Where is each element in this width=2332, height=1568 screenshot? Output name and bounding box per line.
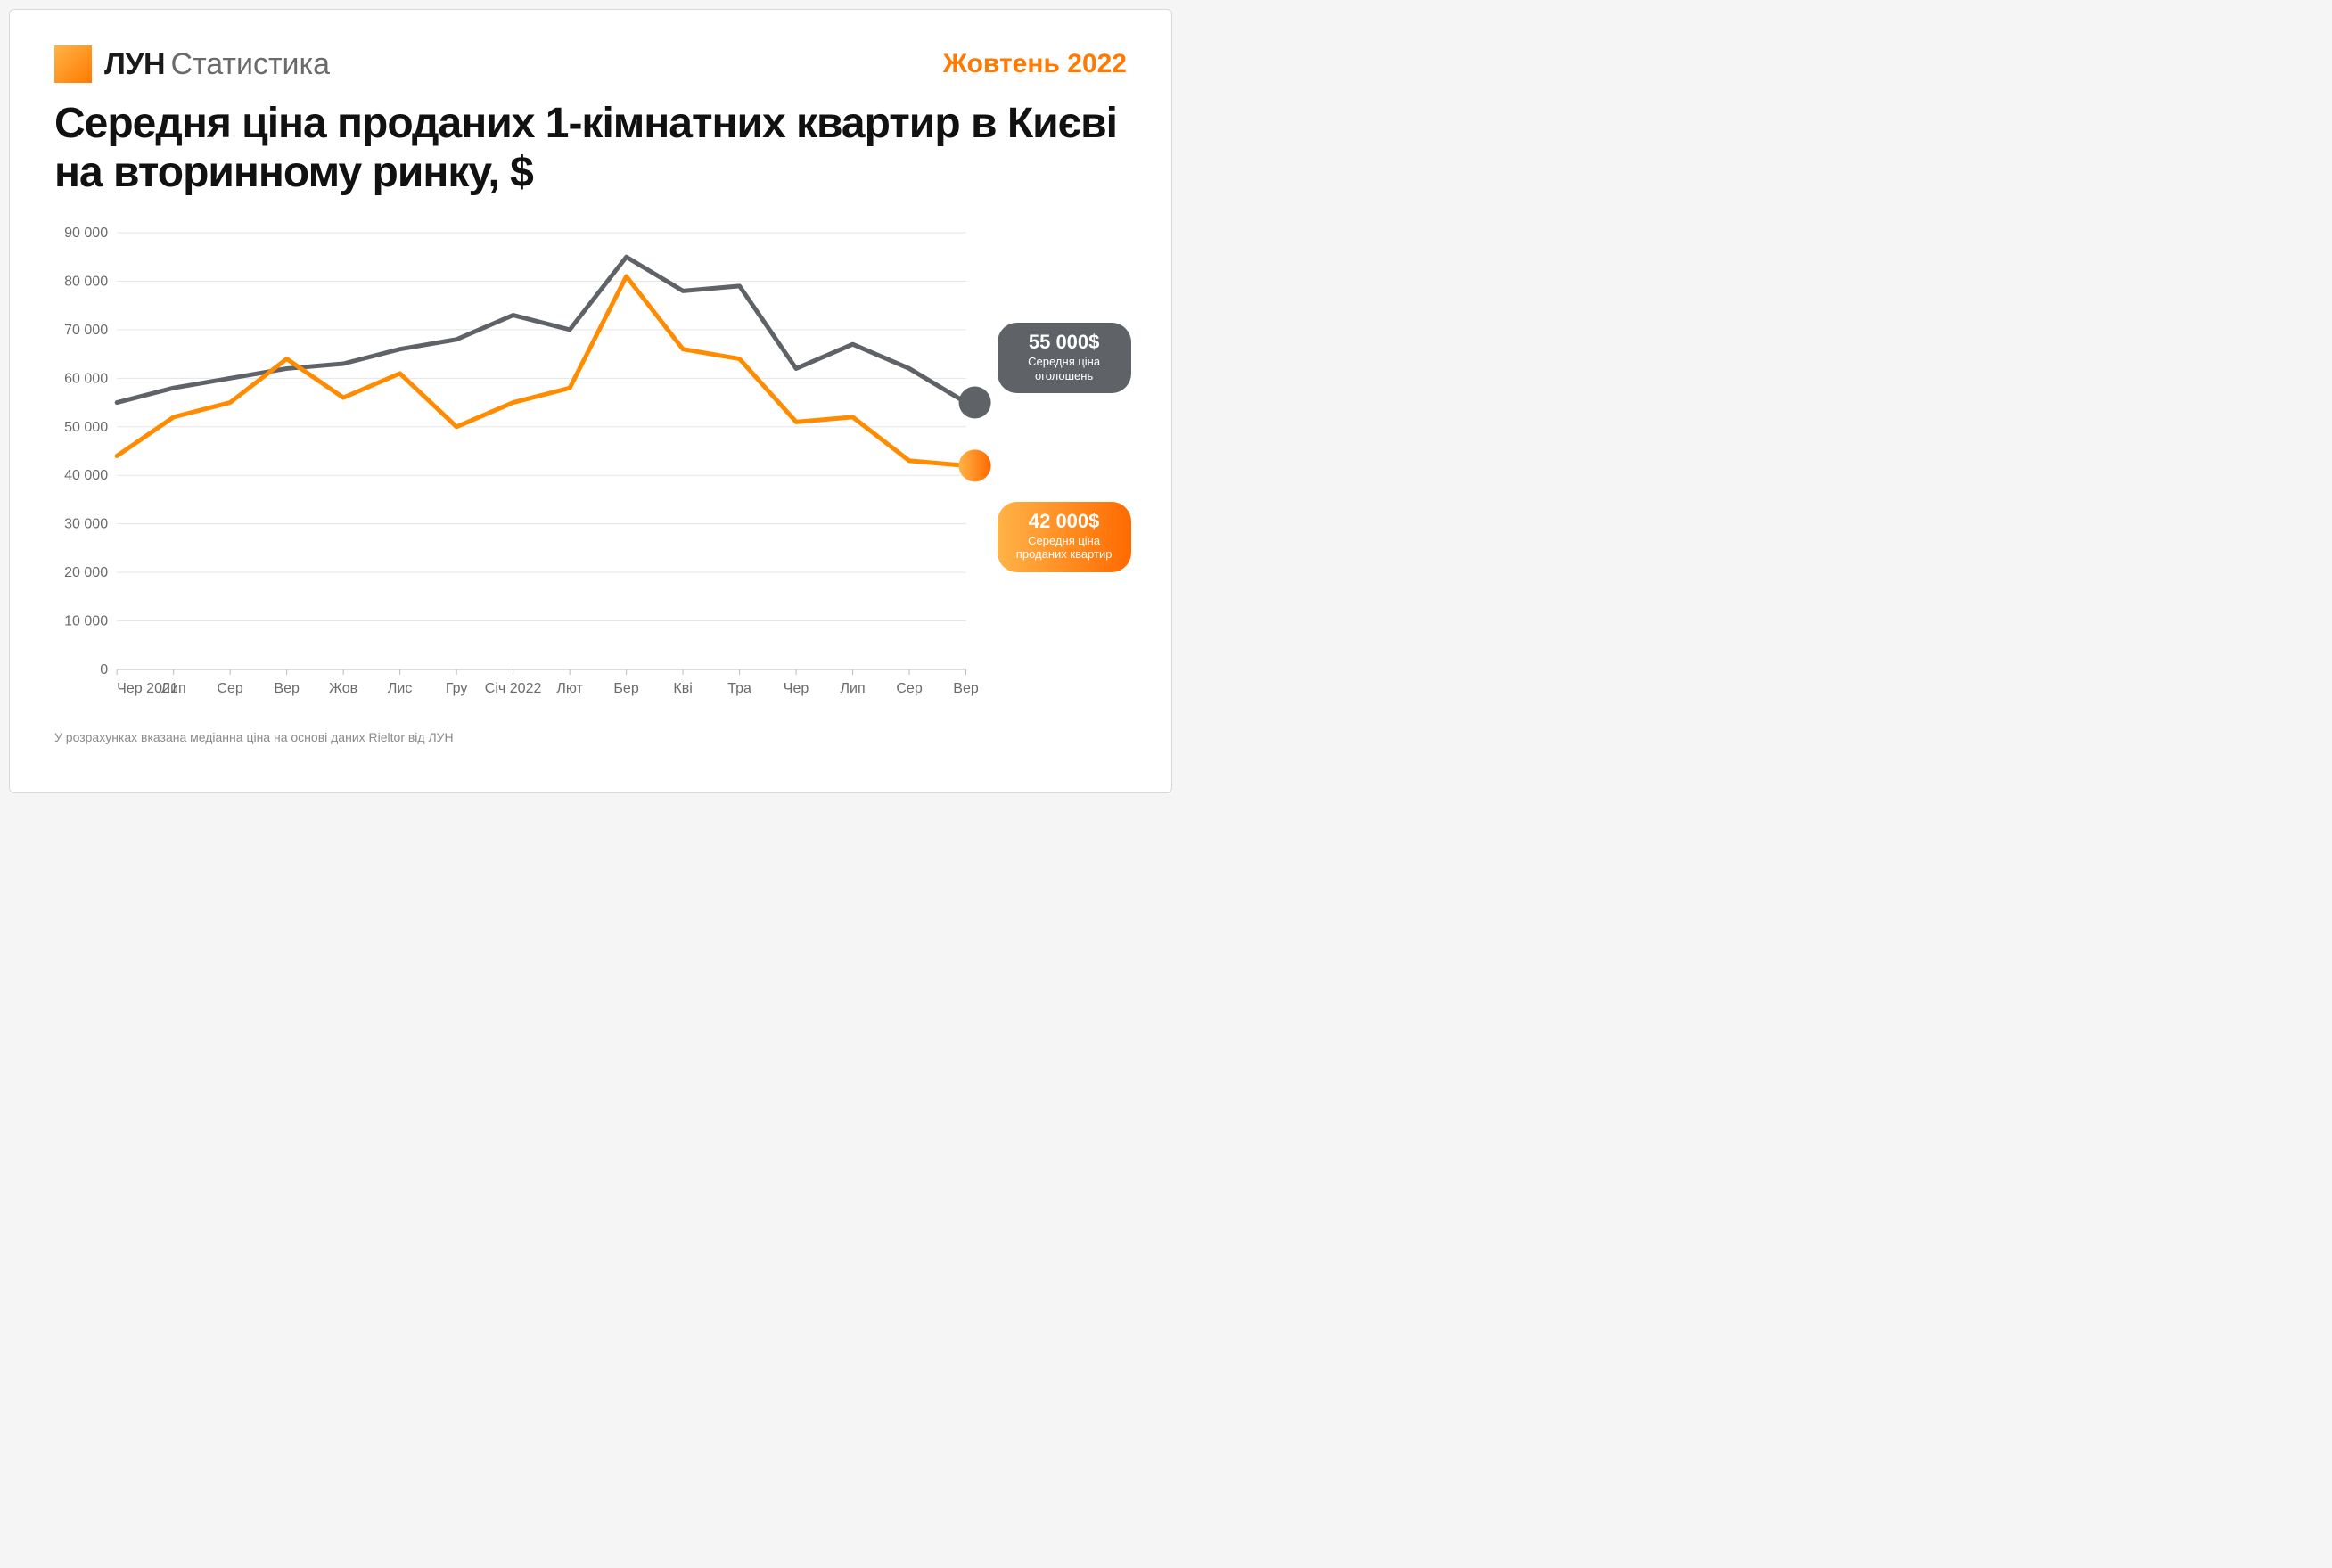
svg-text:30 000: 30 000: [64, 516, 108, 532]
svg-text:70 000: 70 000: [64, 322, 108, 338]
svg-text:60 000: 60 000: [64, 371, 108, 387]
header-row: ЛУН Статистика Жовтень 2022: [54, 45, 1127, 83]
svg-text:10 000: 10 000: [64, 613, 108, 629]
chart-area: 0 10 000 20 000 30 000 40 000 50 000 60 000 70 …: [54, 224, 1127, 705]
badge-label: Середня ціна оголошень: [1015, 355, 1113, 382]
svg-text:Лип: Лип: [161, 680, 186, 696]
badge-listings: 55 000$Середня ціна оголошень: [998, 323, 1131, 393]
badge-sold: 42 000$Середня ціна проданих квартир: [998, 502, 1131, 572]
brand-name: ЛУН: [104, 47, 165, 81]
svg-text:Тра: Тра: [727, 680, 751, 696]
svg-text:80 000: 80 000: [64, 274, 108, 290]
brand: ЛУН Статистика: [54, 45, 330, 83]
chart-card: ЛУН Статистика Жовтень 2022 Середня ціна…: [9, 9, 1172, 793]
svg-text:Чер: Чер: [784, 680, 809, 696]
svg-text:40 000: 40 000: [64, 468, 108, 484]
svg-text:Сер: Сер: [896, 680, 923, 696]
line-chart: 0 10 000 20 000 30 000 40 000 50 000 60 000 70 …: [54, 224, 1127, 705]
svg-text:Вер: Вер: [274, 680, 300, 696]
svg-text:Жов: Жов: [329, 680, 357, 696]
svg-text:90 000: 90 000: [64, 225, 108, 241]
brand-subtitle: Статистика: [171, 47, 331, 81]
svg-text:Сер: Сер: [217, 680, 243, 696]
svg-text:Кві: Кві: [673, 680, 692, 696]
chart-title: Середня ціна проданих 1-кімнатних кварти…: [54, 99, 1127, 197]
period-label: Жовтень 2022: [943, 49, 1127, 79]
svg-text:Лис: Лис: [388, 680, 413, 696]
footnote: У розрахунках вказана медіанна ціна на о…: [54, 730, 1127, 744]
badge-value: 42 000$: [1015, 511, 1113, 532]
badge-label: Середня ціна проданих квартир: [1015, 534, 1113, 562]
svg-text:Лип: Лип: [840, 680, 865, 696]
badge-value: 55 000$: [1015, 332, 1113, 353]
svg-text:Бер: Бер: [613, 680, 638, 696]
svg-text:Гру: Гру: [446, 680, 468, 696]
svg-text:Січ 2022: Січ 2022: [485, 680, 542, 696]
brand-text: ЛУН Статистика: [104, 47, 330, 82]
svg-text:Вер: Вер: [953, 680, 979, 696]
svg-text:20 000: 20 000: [64, 565, 108, 581]
svg-text:Лют: Лют: [556, 680, 583, 696]
svg-text:50 000: 50 000: [64, 419, 108, 435]
svg-text:0: 0: [100, 661, 108, 677]
brand-logo-icon: [54, 45, 92, 83]
